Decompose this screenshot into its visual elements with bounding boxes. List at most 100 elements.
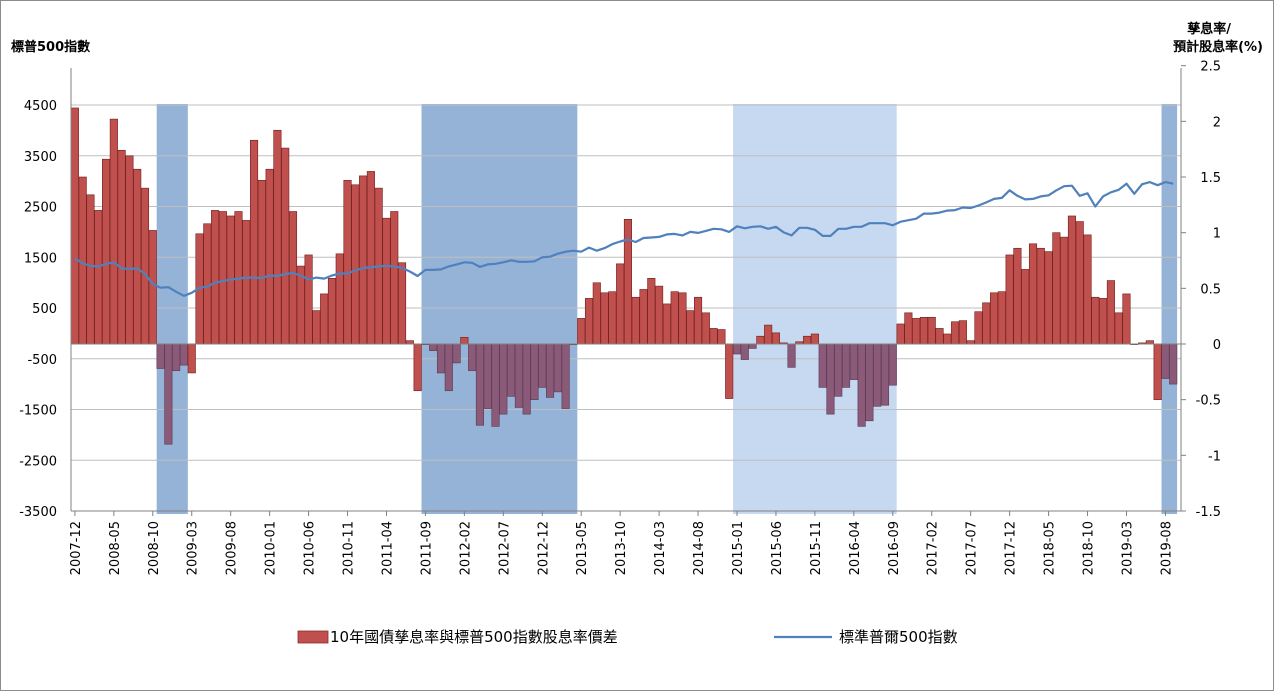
x-tick-label: 2010-11 bbox=[342, 521, 357, 575]
spread-bar bbox=[834, 343, 843, 397]
spread-bar bbox=[943, 333, 952, 345]
sp500-line bbox=[74, 181, 1174, 297]
spread-bar bbox=[951, 321, 960, 345]
spread-bar bbox=[1060, 236, 1069, 345]
spread-bar bbox=[211, 210, 220, 345]
spread-bar bbox=[148, 230, 157, 345]
spread-bar bbox=[288, 211, 298, 345]
spread-bar bbox=[1161, 343, 1170, 379]
spread-bar bbox=[561, 343, 570, 409]
spread-bar bbox=[1052, 232, 1061, 345]
spread-bars bbox=[70, 107, 1178, 445]
spread-bar bbox=[857, 343, 866, 427]
x-tick-label: 2010-06 bbox=[303, 521, 318, 575]
spread-bar bbox=[109, 118, 118, 345]
x-axis-ticks: 2007-12 2008-05 2008-10 2009-03 2009-08 2010-… bbox=[69, 511, 1174, 575]
shaded-periods bbox=[156, 104, 1178, 514]
spread-bar bbox=[670, 291, 679, 345]
x-tick-label: 2019-03 bbox=[1120, 521, 1135, 575]
spread-bar bbox=[919, 316, 928, 345]
spread-bar bbox=[880, 343, 890, 406]
spread-bar bbox=[764, 324, 773, 345]
spread-bar bbox=[592, 282, 601, 345]
spread-bar bbox=[678, 292, 687, 345]
legend-swatch-spread bbox=[297, 630, 329, 644]
spread-bar bbox=[865, 343, 874, 422]
spread-bar bbox=[460, 337, 469, 345]
spread-bar bbox=[748, 343, 757, 349]
spread-bar bbox=[740, 343, 749, 360]
x-tick-label: 2012-12 bbox=[536, 521, 551, 575]
spread-bar bbox=[608, 291, 617, 345]
spread-bar bbox=[1091, 296, 1100, 345]
spread-bar bbox=[312, 310, 321, 345]
spread-bar bbox=[70, 107, 79, 345]
right-tick-label: 2 bbox=[1213, 115, 1221, 130]
spread-bar bbox=[701, 312, 710, 345]
spread-bar bbox=[444, 343, 453, 392]
spread-bar bbox=[1106, 280, 1115, 345]
spread-bar bbox=[904, 312, 913, 345]
spread-bar bbox=[1153, 343, 1162, 400]
spread-bar bbox=[281, 147, 290, 345]
spread-bar bbox=[514, 343, 523, 408]
spread-bar bbox=[125, 155, 134, 345]
spread-bar bbox=[756, 335, 765, 345]
x-tick-label: 2019-08 bbox=[1159, 521, 1174, 575]
spread-bar bbox=[810, 333, 819, 345]
spread-bar bbox=[600, 292, 609, 345]
spread-bar bbox=[935, 328, 944, 345]
spread-bar bbox=[366, 171, 375, 345]
spread-bar bbox=[452, 343, 461, 364]
left-axis-title: 標普500指數 bbox=[11, 39, 90, 55]
left-tick-label: -3500 bbox=[19, 505, 57, 520]
x-tick-label: 2015-01 bbox=[731, 521, 746, 575]
x-tick-label: 2009-08 bbox=[225, 521, 240, 575]
spread-bar bbox=[982, 302, 991, 345]
spread-bar bbox=[631, 296, 640, 345]
left-tick-label: 3500 bbox=[24, 150, 57, 165]
x-tick-label: 2011-04 bbox=[380, 521, 395, 575]
x-tick-label: 2014-08 bbox=[692, 521, 707, 575]
x-tick-label: 2018-10 bbox=[1082, 521, 1097, 575]
spread-bar bbox=[1044, 251, 1053, 345]
spread-bar bbox=[912, 318, 921, 345]
spread-bar bbox=[958, 320, 967, 345]
spread-bar bbox=[522, 343, 531, 415]
spread-bar bbox=[436, 343, 446, 374]
spread-bar bbox=[709, 328, 718, 345]
spread-bar bbox=[732, 343, 742, 355]
spread-bar bbox=[888, 343, 897, 386]
left-tick-label: 2500 bbox=[24, 201, 57, 216]
spread-bar bbox=[553, 343, 562, 393]
x-tick-label: 2016-04 bbox=[848, 521, 863, 575]
spread-bar bbox=[320, 293, 329, 345]
spread-bar bbox=[538, 343, 547, 388]
spread-bar bbox=[327, 278, 336, 345]
spread-bar bbox=[218, 211, 227, 345]
x-tick-label: 2010-01 bbox=[264, 521, 279, 575]
spread-bar bbox=[1075, 221, 1084, 345]
spread-bar bbox=[203, 223, 212, 345]
right-tick-label: -1 bbox=[1208, 449, 1221, 464]
left-tick-label: -1500 bbox=[19, 404, 57, 419]
spread-bar bbox=[398, 262, 407, 345]
spread-bar bbox=[826, 343, 835, 415]
spread-bar bbox=[818, 343, 827, 388]
x-tick-label: 2012-02 bbox=[458, 521, 473, 575]
spread-bar bbox=[1067, 215, 1076, 345]
spread-bar bbox=[842, 343, 851, 388]
spread-bar bbox=[304, 254, 313, 345]
right-tick-label: 0 bbox=[1213, 338, 1221, 353]
spread-bar bbox=[86, 194, 95, 345]
spread-bar bbox=[140, 187, 150, 345]
legend-label-spread: 10年國債孳息率與標普500指數股息率價差 bbox=[330, 628, 618, 646]
left-tick-label: 500 bbox=[32, 302, 57, 317]
right-tick-label: 0.5 bbox=[1200, 282, 1221, 297]
shaded-period-1 bbox=[421, 104, 578, 514]
spread-bar bbox=[390, 211, 399, 345]
spread-bar bbox=[164, 343, 173, 445]
shaded-period-2 bbox=[733, 104, 897, 514]
left-tick-label: -2500 bbox=[19, 454, 57, 469]
spread-bar bbox=[1099, 298, 1108, 345]
